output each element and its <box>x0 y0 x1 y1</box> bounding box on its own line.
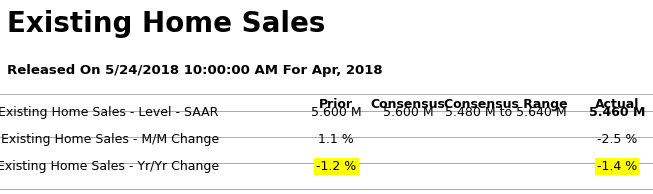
Text: 5.600 M: 5.600 M <box>383 106 434 119</box>
Text: Existing Home Sales: Existing Home Sales <box>7 10 325 38</box>
Text: Consensus: Consensus <box>371 98 445 111</box>
Text: Actual: Actual <box>595 98 639 111</box>
Text: Consensus Range: Consensus Range <box>444 98 568 111</box>
Text: Existing Home Sales - Yr/Yr Change: Existing Home Sales - Yr/Yr Change <box>0 160 219 173</box>
Text: 5.480 M to 5.640 M: 5.480 M to 5.640 M <box>445 106 567 119</box>
Text: 1.1 %: 1.1 % <box>319 133 354 146</box>
Text: 5.460 M: 5.460 M <box>589 106 645 119</box>
Text: -1.4 %: -1.4 % <box>597 160 637 173</box>
Text: 5.600 M: 5.600 M <box>311 106 362 119</box>
Text: -1.2 %: -1.2 % <box>316 160 357 173</box>
Text: Prior: Prior <box>319 98 353 111</box>
Text: Existing Home Sales - Level - SAAR: Existing Home Sales - Level - SAAR <box>0 106 219 119</box>
Text: Existing Home Sales - M/M Change: Existing Home Sales - M/M Change <box>1 133 219 146</box>
Text: Released On 5/24/2018 10:00:00 AM For Apr, 2018: Released On 5/24/2018 10:00:00 AM For Ap… <box>7 64 382 77</box>
Text: -2.5 %: -2.5 % <box>597 133 637 146</box>
